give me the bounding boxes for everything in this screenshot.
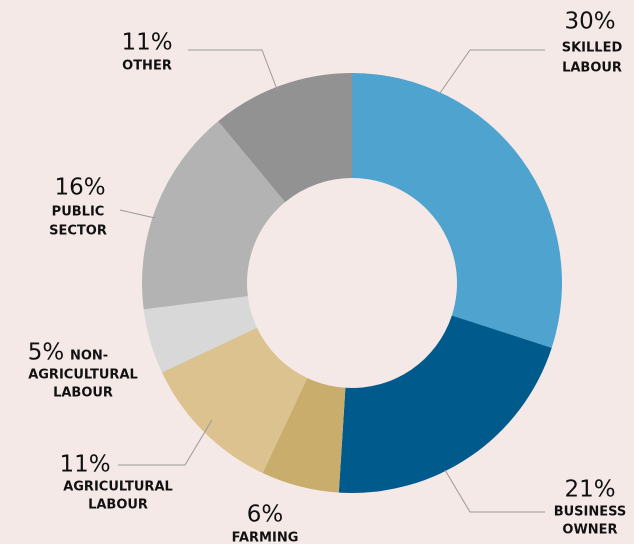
- leader-line: [118, 419, 213, 466]
- leader-line: [439, 49, 545, 94]
- leader-line: [119, 209, 156, 219]
- value-label: 11%: [59, 452, 110, 478]
- value-label: 21%: [564, 477, 615, 503]
- value-label: 16%: [54, 175, 105, 201]
- leader-line: [444, 469, 545, 513]
- category-label: AGRICULTURAL: [28, 368, 138, 383]
- category-label: PUBLIC: [52, 205, 105, 220]
- category-label: LABOUR: [88, 498, 148, 513]
- donut-slice: [142, 121, 286, 310]
- leader-line: [188, 49, 279, 93]
- donut-slice: [352, 73, 562, 348]
- donut-slice: [218, 73, 352, 203]
- value-label: 30%: [564, 9, 615, 35]
- value-label: 6%: [247, 502, 284, 528]
- donut-slice: [262, 378, 346, 493]
- category-label: LABOUR: [53, 386, 113, 401]
- category-label: AGRICULTURAL: [63, 480, 173, 495]
- donut-slice: [338, 315, 552, 493]
- category-label: BUSINESS: [554, 505, 627, 520]
- category-label: OWNER: [562, 523, 617, 538]
- category-label: SKILLED: [562, 41, 623, 56]
- value-label: 5%: [28, 340, 65, 366]
- category-label: SECTOR: [49, 224, 107, 239]
- category-label: FARMING: [232, 531, 299, 544]
- category-label: LABOUR: [562, 61, 622, 76]
- category-label: OTHER: [122, 59, 172, 74]
- donut-slice: [161, 327, 308, 474]
- category-label: NON-: [70, 349, 108, 364]
- value-label: 11%: [121, 30, 172, 56]
- donut-slice: [143, 296, 257, 373]
